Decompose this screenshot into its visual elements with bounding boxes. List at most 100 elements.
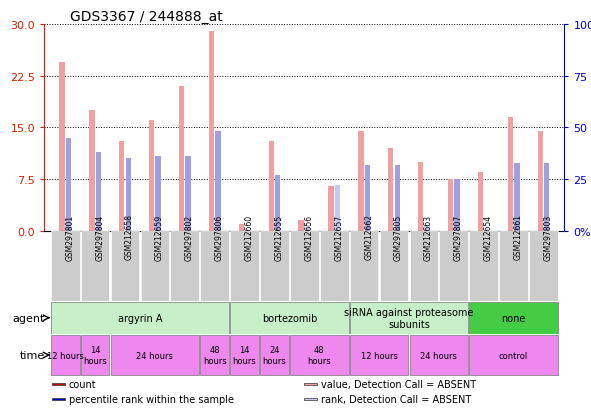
Bar [53,383,65,385]
Bar [239,224,244,231]
Bar [469,335,558,375]
Text: none: none [501,313,526,323]
Bar [96,153,101,231]
Text: GSM297807: GSM297807 [454,214,463,260]
Text: 12 hours: 12 hours [361,351,398,360]
Bar [200,335,229,375]
Text: GSM297803: GSM297803 [544,214,553,260]
Bar [260,231,289,301]
Bar [298,221,304,231]
Text: 14
hours: 14 hours [83,346,107,365]
Bar [418,162,423,231]
Bar [51,231,80,301]
Text: percentile rank within the sample: percentile rank within the sample [69,394,234,404]
Bar [454,180,460,231]
Text: control: control [499,351,528,360]
Text: GSM297804: GSM297804 [95,214,104,260]
Bar [320,231,349,301]
Bar [440,231,468,301]
Bar [304,383,317,385]
Bar [111,231,139,301]
Bar [275,176,280,231]
Bar [155,157,161,231]
Text: time: time [20,350,45,360]
Bar [186,157,191,231]
Bar [499,231,528,301]
Text: GDS3367 / 244888_at: GDS3367 / 244888_at [70,10,223,24]
Bar [290,335,349,375]
Bar [395,165,400,231]
Bar [469,302,558,334]
Bar [230,335,259,375]
Bar [215,132,220,231]
Bar [53,398,65,400]
Text: GSM212655: GSM212655 [274,214,284,260]
Text: GSM297801: GSM297801 [65,214,74,260]
Text: bortezomib: bortezomib [262,313,317,323]
Text: value, Detection Call = ABSENT: value, Detection Call = ABSENT [321,379,476,389]
Bar [350,231,378,301]
Bar [508,118,513,231]
Bar [478,173,483,231]
Bar [410,335,468,375]
Bar [119,142,125,231]
Text: GSM297805: GSM297805 [394,214,403,260]
Text: GSM212658: GSM212658 [125,214,134,260]
Bar [410,231,439,301]
Bar [329,187,334,231]
Bar [388,149,394,231]
Bar [290,231,319,301]
Text: GSM212656: GSM212656 [304,214,313,260]
Bar [51,335,80,375]
Bar [170,231,199,301]
Text: GSM297806: GSM297806 [215,214,224,260]
Text: 24 hours: 24 hours [137,351,173,360]
Bar [81,231,109,301]
Bar [335,186,340,231]
Text: GSM212661: GSM212661 [514,214,522,260]
Text: argyrin A: argyrin A [118,313,162,323]
Bar [529,231,558,301]
Bar [379,231,408,301]
Bar [424,225,430,231]
Bar [141,231,169,301]
Bar [305,225,310,231]
Text: GSM212660: GSM212660 [245,214,254,260]
Text: 24
hours: 24 hours [262,346,287,365]
Text: 24 hours: 24 hours [420,351,457,360]
Text: 14
hours: 14 hours [233,346,256,365]
Bar [469,231,498,301]
Bar [81,335,109,375]
Bar [358,131,363,231]
Text: agent: agent [12,313,45,323]
Text: 12 hours: 12 hours [47,351,84,360]
Text: count: count [69,379,96,389]
Text: 48
hours: 48 hours [307,346,331,365]
Bar [66,138,71,231]
Text: GSM297802: GSM297802 [185,214,194,260]
Bar [89,111,95,231]
Text: GSM212654: GSM212654 [483,214,493,260]
Text: GSM212662: GSM212662 [364,214,373,260]
Text: rank, Detection Call = ABSENT: rank, Detection Call = ABSENT [321,394,471,404]
Bar [268,142,274,231]
Bar [538,131,543,231]
Bar [544,163,550,231]
Bar [230,231,259,301]
Bar [179,87,184,231]
Bar [111,335,199,375]
Bar [200,231,229,301]
Text: 48
hours: 48 hours [203,346,226,365]
Text: GSM212657: GSM212657 [335,214,343,260]
Bar [350,335,408,375]
Bar [230,302,349,334]
Text: GSM212663: GSM212663 [424,214,433,260]
Bar [304,398,317,400]
Bar [448,180,453,231]
Bar [125,159,131,231]
Text: GSM212659: GSM212659 [155,214,164,260]
Bar [149,121,154,231]
Bar [51,302,229,334]
Bar [514,163,519,231]
Bar [365,165,370,231]
